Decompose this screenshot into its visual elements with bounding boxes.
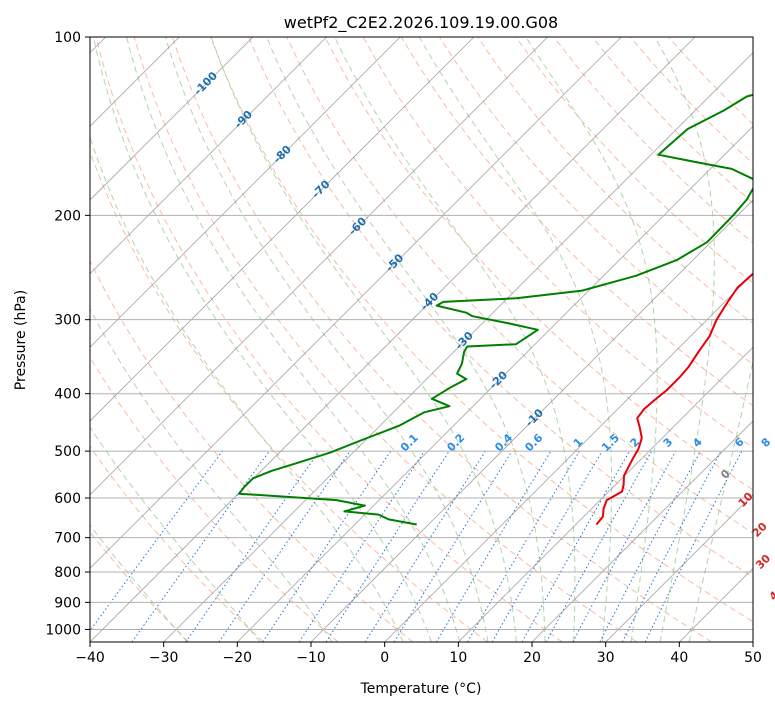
y-tick-label: 600 <box>54 491 81 507</box>
x-tick-label: −10 <box>296 650 326 666</box>
y-tick-label: 100 <box>54 30 81 46</box>
y-axis-label: Pressure (hPa) <box>13 290 29 390</box>
x-axis: −40 −30 −20 −10 0 10 20 30 40 50 <box>75 642 762 666</box>
moist-adiabat-line <box>654 37 715 642</box>
isotherm-line <box>90 37 475 422</box>
mixing-ratio-line <box>298 450 425 642</box>
plot-frame <box>89 36 754 643</box>
y-tick-label: 900 <box>54 595 81 611</box>
dry-adiabat-line <box>324 37 753 491</box>
mixing-ratio-line <box>131 450 270 642</box>
moist-adiabat-line <box>90 308 333 642</box>
dewpoint-profile-line <box>238 93 753 526</box>
moist-adiabat-line <box>266 37 546 642</box>
moist-adiabat-line <box>90 135 404 642</box>
mixing-ratio-line <box>644 450 743 642</box>
dry-adiabat-line <box>515 37 753 284</box>
isotherm-line <box>90 37 254 201</box>
y-tick-label: 500 <box>54 444 81 460</box>
moist-adiabat-line <box>525 37 658 642</box>
temperature-profile-line <box>595 272 753 526</box>
dry-adiabat-line <box>95 37 563 642</box>
isotherm-line <box>90 37 548 496</box>
isotherm-line <box>90 37 622 569</box>
moist-adiabat-line <box>334 37 576 642</box>
mixing-ratio-line <box>572 450 677 642</box>
isotherm-line <box>531 420 753 642</box>
x-tick-label: 40 <box>670 650 688 666</box>
moist-adiabat-line <box>164 37 489 642</box>
isotherm-line <box>237 125 753 642</box>
x-tick-label: −20 <box>223 650 253 666</box>
isotherm-line <box>458 346 753 642</box>
moist-adiabat-line <box>90 426 261 642</box>
dry-adiabat-line <box>171 37 712 642</box>
mixing-ratio-line <box>393 450 513 642</box>
moist-adiabat-line <box>418 37 613 642</box>
mixing-ratio-line <box>545 450 653 642</box>
x-tick-label: −30 <box>149 650 179 666</box>
mixing-ratio-line <box>218 450 351 642</box>
theta-label: 40 <box>767 583 775 603</box>
plot-background <box>90 37 753 642</box>
moist-adiabat-line <box>92 37 432 642</box>
isotherm-line <box>90 37 327 275</box>
y-tick-label: 400 <box>54 387 81 403</box>
dry-adiabat-line <box>90 356 339 642</box>
isotherm-line <box>384 273 753 642</box>
moist-adiabat-line <box>90 524 188 642</box>
chart-title: wetPf2_C2E2.2026.109.19.00.G08 <box>284 13 558 33</box>
dry-adiabat-line <box>286 37 753 534</box>
y-tick-label: 300 <box>54 313 81 329</box>
moist-adiabat-line <box>126 37 461 642</box>
dry-adiabat-line <box>90 445 264 642</box>
y-tick-label: 800 <box>54 565 81 581</box>
isotherm-line <box>605 494 753 642</box>
mixing-ratio-line <box>521 450 630 642</box>
x-axis-label: Temperature (°C) <box>360 681 482 697</box>
isotherm-line <box>90 37 401 348</box>
isotherm-line <box>163 52 753 642</box>
moist-adiabat-line <box>688 358 753 642</box>
x-tick-label: 0 <box>380 650 389 666</box>
moist-adiabat-line <box>210 37 517 642</box>
dry-adiabat-line <box>210 37 753 623</box>
isotherm-line <box>90 37 696 642</box>
x-tick-label: −40 <box>75 650 105 666</box>
mixing-ratio-line <box>262 450 392 642</box>
isobar-gridlines <box>90 37 753 630</box>
mixing-ratio-line <box>325 450 450 642</box>
x-tick-label: 20 <box>523 650 541 666</box>
profile-lines <box>238 93 753 526</box>
y-tick-label: 200 <box>54 208 81 224</box>
mixing-ratio-line <box>185 450 320 642</box>
y-axis: 100 200 300 400 500 600 700 800 900 1000 <box>45 30 90 638</box>
dry-adiabat-line <box>90 259 414 642</box>
x-tick-label: 50 <box>744 650 762 666</box>
isotherm-line <box>310 199 753 642</box>
x-tick-label: 30 <box>597 650 615 666</box>
x-tick-label: 10 <box>449 650 467 666</box>
mixing-ratio-line <box>90 450 223 632</box>
y-tick-label: 700 <box>54 531 81 547</box>
y-tick-label: 1000 <box>45 622 81 638</box>
